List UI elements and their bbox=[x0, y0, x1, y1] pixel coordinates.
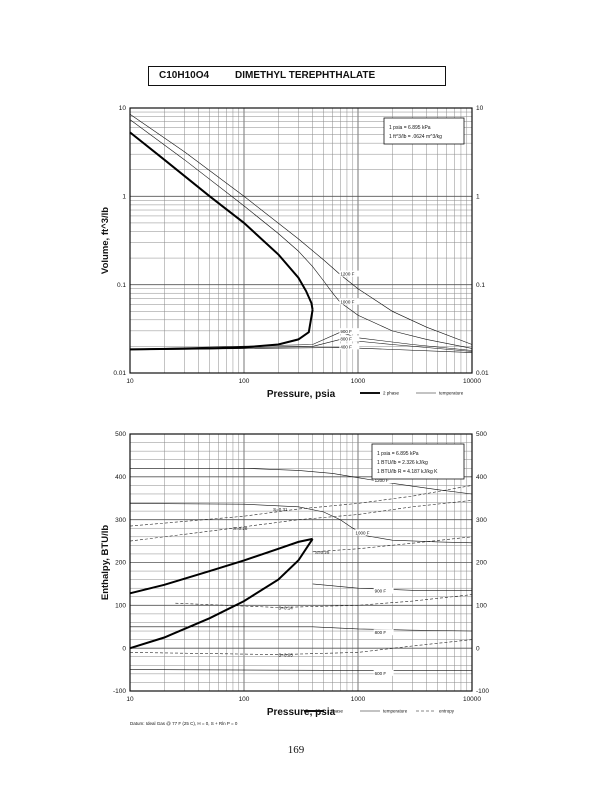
entropy-label-s-0-03: S=0.03 bbox=[278, 653, 293, 658]
x-tick-label: 1000 bbox=[351, 378, 366, 385]
y-axis-label: Enthalpy, BTU/lb bbox=[100, 525, 111, 600]
temperature-label-900-f: 900 F bbox=[375, 589, 387, 594]
temperature-label-1000-f: 1000 F bbox=[340, 299, 354, 304]
y-tick-label-left: 500 bbox=[115, 431, 126, 438]
chart-title-box: C10H10O4 DIMETHYL TEREPHTHALATE bbox=[148, 66, 446, 86]
temperature-label-800-f: 800 F bbox=[340, 336, 352, 341]
y-tick-label-left: 200 bbox=[115, 560, 126, 567]
temperature-line-1200-f bbox=[130, 468, 473, 495]
temperature-label-1200-f: 1200 F bbox=[375, 478, 389, 483]
legend-label-entropy: entropy bbox=[439, 709, 455, 714]
temperature-label-1000-f: 1000 F bbox=[355, 530, 369, 535]
y-tick-label-right: 200 bbox=[476, 560, 487, 567]
temperature-line-800-f bbox=[130, 626, 473, 632]
entropy-line-s-0-25 bbox=[312, 536, 473, 553]
plot-frame bbox=[129, 433, 473, 692]
y-tick-label-right: 300 bbox=[476, 517, 487, 524]
y-tick-label-left: 1 bbox=[122, 194, 126, 201]
y-tick-label-right: 0.01 bbox=[476, 370, 489, 377]
conversion-info-line: 1 BTU/lb R = 4.187 kJ/kg K bbox=[377, 469, 438, 475]
temperature-label-bg bbox=[339, 298, 360, 305]
x-axis-label: Pressure, psia bbox=[267, 389, 336, 400]
x-tick-label: 1000 bbox=[351, 696, 366, 703]
temperature-label-bg bbox=[373, 669, 394, 676]
conversion-info-line: 1 psia = 6.895 kPa bbox=[389, 125, 431, 131]
temperature-label-1200-f: 1200 F bbox=[340, 272, 354, 277]
y-tick-label-left: 0 bbox=[122, 645, 126, 652]
plot-frame bbox=[129, 107, 473, 374]
conversion-info-line: 1 psia = 6.895 kPa bbox=[377, 451, 419, 457]
conversion-info-line: 1 ft^3/lb = .0624 m^3/kg bbox=[389, 134, 442, 140]
entropy-line-s-0-03 bbox=[129, 639, 473, 655]
legend-label-temperature: temperature bbox=[439, 391, 464, 396]
x-axis-label: Pressure, psia bbox=[267, 707, 336, 718]
temperature-label-bg bbox=[339, 270, 360, 277]
temperature-label-bg bbox=[354, 529, 375, 536]
y-tick-label-right: 500 bbox=[476, 431, 487, 438]
two-phase-line-sat-liquid bbox=[129, 309, 314, 351]
temperature-label-bg bbox=[339, 335, 360, 342]
temperature-label-bg bbox=[339, 343, 360, 350]
temperature-label-bg bbox=[339, 328, 360, 335]
conversion-info-box bbox=[371, 443, 465, 480]
x-tick-label: 10 bbox=[126, 696, 134, 703]
y-tick-label-left: 400 bbox=[115, 474, 126, 481]
entropy-label-s-0-25: S=0.25 bbox=[315, 550, 330, 555]
y-tick-label-left: -100 bbox=[113, 688, 126, 695]
datum-footnote: Datum: Ideal Gas @ 77 F (25 C), H = 0, S… bbox=[130, 721, 238, 726]
x-tick-label: 10 bbox=[126, 378, 134, 385]
y-tick-label-left: 300 bbox=[115, 517, 126, 524]
y-tick-label-right: 100 bbox=[476, 603, 487, 610]
y-tick-label-right: 1 bbox=[476, 194, 480, 201]
entropy-label-s-0-14: S=0.14 bbox=[278, 605, 293, 610]
plot-grid bbox=[130, 108, 472, 373]
entropy-label-s-0-31: S=0.31 bbox=[273, 507, 288, 512]
y-tick-label-right: 0.1 bbox=[476, 282, 485, 289]
two-phase-line-sat-vapor bbox=[129, 131, 314, 310]
y-tick-label-right: 10 bbox=[476, 105, 484, 112]
x-tick-label: 100 bbox=[239, 696, 250, 703]
temperature-label-bg bbox=[373, 629, 394, 636]
temperature-line-1000-f bbox=[129, 119, 473, 349]
temperature-label-900-f: 900 F bbox=[340, 329, 352, 334]
temperature-line-1200-f bbox=[129, 113, 473, 345]
page-number: 169 bbox=[287, 744, 305, 756]
y-tick-label-left: 100 bbox=[115, 603, 126, 610]
temperature-label-bg bbox=[373, 587, 394, 594]
y-axis-label: Volume, ft^3/lb bbox=[100, 207, 111, 274]
entropy-line-s-0-28 bbox=[129, 500, 473, 542]
y-tick-label-right: 400 bbox=[476, 474, 487, 481]
x-tick-label: 10000 bbox=[463, 378, 481, 385]
entropy-line-s-0-31 bbox=[129, 485, 473, 527]
y-tick-label-right: 0 bbox=[476, 645, 480, 652]
compound-name: DIMETHYL TEREPHTHALATE bbox=[235, 70, 376, 81]
legend-label-2-phase: 2 phase bbox=[327, 709, 344, 714]
y-tick-label-left: 0.01 bbox=[113, 370, 126, 377]
temperature-label-800-f: 800 F bbox=[375, 630, 387, 635]
temperature-line-1000-f bbox=[129, 503, 473, 544]
conversion-info-line: 1 BTU/lb = 2.326 kJ/kg bbox=[377, 460, 428, 466]
two-phase-line-sat-liquid bbox=[129, 538, 314, 650]
entropy-line-s-0-14 bbox=[175, 594, 473, 608]
compound-formula: C10H10O4 bbox=[159, 70, 210, 81]
entropy-label-s-0-28: S=0.28 bbox=[233, 526, 248, 531]
temperature-label-600-f: 600 F bbox=[375, 671, 387, 676]
x-tick-label: 10000 bbox=[463, 696, 481, 703]
y-tick-label-left: 0.1 bbox=[117, 282, 126, 289]
x-tick-label: 100 bbox=[239, 378, 250, 385]
temperature-label-400-f: 400 F bbox=[340, 344, 352, 349]
temperature-label-bg bbox=[373, 477, 394, 484]
two-phase-line-sat-vapor bbox=[129, 537, 313, 595]
temperature-line-900-f bbox=[129, 331, 473, 351]
legend-label-2-phase: 2 phase bbox=[383, 391, 400, 396]
y-tick-label-right: -100 bbox=[476, 688, 489, 695]
legend-label-temperature: temperature bbox=[383, 709, 408, 714]
temperature-line-600-f bbox=[129, 669, 472, 671]
conversion-info-box bbox=[383, 117, 465, 145]
y-tick-label-left: 10 bbox=[119, 105, 127, 112]
